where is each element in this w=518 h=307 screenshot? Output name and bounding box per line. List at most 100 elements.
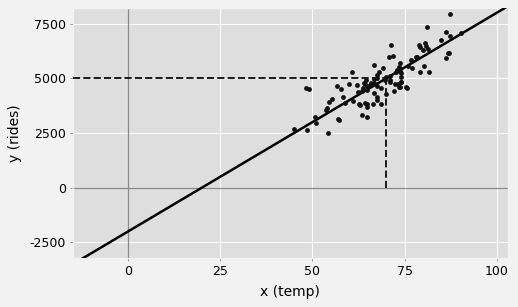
Point: [415, 43, 423, 48]
Point: [339, 95, 348, 99]
Point: [393, 68, 401, 72]
Point: [390, 89, 398, 94]
Point: [355, 102, 363, 107]
Point: [328, 96, 336, 101]
Point: [341, 101, 349, 106]
Point: [404, 64, 412, 69]
Point: [444, 50, 453, 55]
Point: [353, 82, 361, 87]
Point: [395, 69, 404, 74]
Point: [395, 64, 404, 69]
Point: [421, 41, 429, 45]
Point: [334, 116, 342, 121]
Point: [323, 106, 331, 111]
Point: [397, 80, 405, 85]
Point: [301, 85, 310, 90]
Point: [372, 98, 381, 103]
Point: [377, 102, 385, 107]
Point: [391, 82, 399, 87]
Point: [415, 44, 424, 49]
Point: [373, 94, 381, 99]
Point: [337, 86, 346, 91]
Point: [312, 120, 320, 125]
Point: [446, 11, 454, 16]
Point: [370, 80, 378, 85]
Point: [375, 69, 383, 74]
Point: [370, 90, 379, 95]
Point: [397, 80, 405, 84]
Point: [413, 55, 422, 60]
Point: [415, 69, 424, 74]
Point: [361, 82, 369, 87]
Point: [303, 128, 311, 133]
Point: [357, 112, 366, 117]
Point: [373, 72, 381, 77]
Y-axis label: y (rides): y (rides): [8, 104, 22, 162]
Point: [381, 91, 390, 96]
Point: [324, 130, 333, 135]
Point: [424, 47, 432, 52]
Point: [377, 85, 385, 90]
Point: [389, 53, 397, 58]
Point: [381, 78, 389, 83]
Point: [386, 80, 394, 85]
Point: [422, 43, 430, 48]
Point: [407, 58, 415, 63]
Point: [437, 37, 445, 42]
Point: [370, 62, 378, 67]
Point: [423, 25, 431, 30]
Point: [290, 127, 298, 132]
Point: [397, 71, 405, 76]
Point: [359, 85, 367, 90]
Point: [425, 69, 433, 74]
Point: [305, 87, 313, 92]
Point: [363, 84, 371, 88]
Point: [357, 89, 366, 94]
Point: [412, 55, 420, 60]
Point: [369, 102, 377, 107]
Point: [408, 65, 416, 70]
Point: [394, 81, 402, 86]
Point: [402, 84, 410, 89]
Point: [386, 42, 395, 47]
Point: [348, 70, 356, 75]
Point: [397, 75, 406, 80]
Point: [310, 114, 319, 119]
Point: [362, 78, 370, 83]
Point: [392, 69, 400, 74]
Point: [366, 80, 375, 85]
Point: [444, 51, 452, 56]
Point: [345, 81, 353, 86]
X-axis label: x (temp): x (temp): [261, 285, 320, 299]
Point: [382, 75, 391, 80]
Point: [366, 83, 375, 88]
Point: [396, 60, 404, 65]
Point: [363, 101, 371, 106]
Point: [325, 99, 333, 104]
Point: [403, 85, 411, 90]
Point: [372, 76, 381, 81]
Point: [335, 118, 343, 122]
Point: [361, 101, 369, 106]
Point: [385, 54, 393, 59]
Point: [441, 29, 450, 34]
Point: [322, 108, 330, 113]
Point: [372, 84, 381, 89]
Point: [442, 56, 450, 60]
Point: [445, 33, 454, 38]
Point: [395, 85, 403, 90]
Point: [363, 87, 371, 92]
Point: [363, 114, 371, 119]
Point: [356, 102, 364, 107]
Point: [386, 77, 394, 82]
Point: [420, 64, 428, 68]
Point: [360, 81, 368, 86]
Point: [395, 85, 404, 90]
Point: [354, 90, 362, 95]
Point: [457, 30, 466, 35]
Point: [379, 66, 387, 71]
Point: [419, 47, 427, 52]
Point: [369, 77, 378, 82]
Point: [363, 105, 371, 110]
Point: [385, 74, 394, 79]
